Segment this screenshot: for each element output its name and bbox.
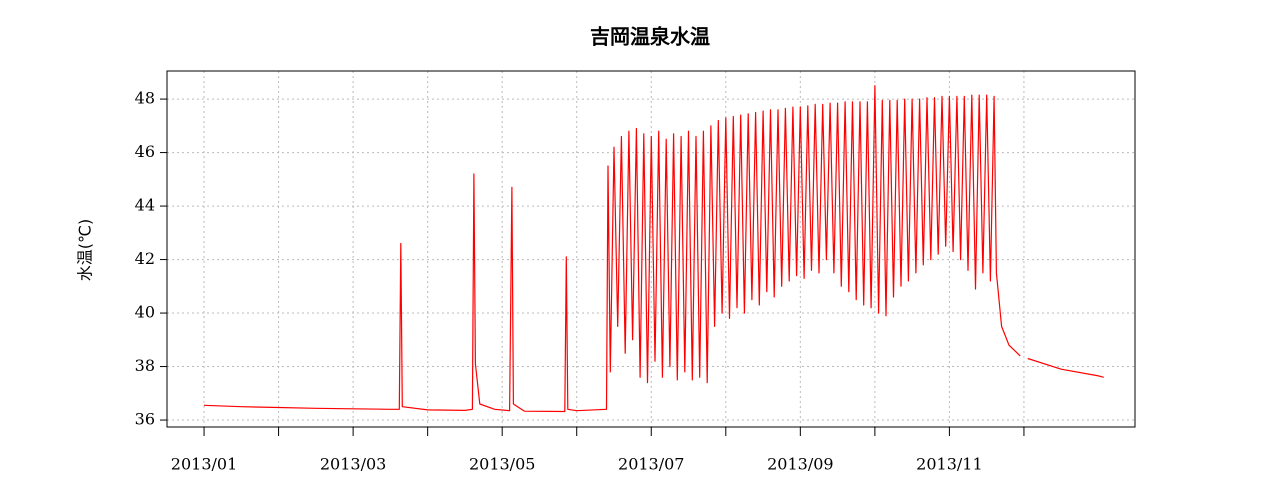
x-tick-label: 2013/07: [618, 455, 684, 474]
plot-frame: [166, 70, 1136, 428]
y-tick-label: 40: [135, 303, 155, 322]
x-tick-label: 2013/11: [916, 455, 982, 474]
y-tick-label: 42: [135, 249, 155, 268]
x-tick-label: 2013/05: [469, 455, 535, 474]
x-tick-label: 2013/09: [767, 455, 833, 474]
x-tick-label: 2013/03: [320, 455, 386, 474]
y-tick-label: 36: [135, 410, 155, 429]
y-tick-label: 38: [135, 356, 155, 375]
y-tick-label: 44: [135, 196, 155, 215]
chart-title: 吉岡温泉水温: [590, 25, 710, 49]
y-axis-label: 水温(℃): [76, 219, 95, 281]
x-tick-label: 2013/01: [171, 455, 237, 474]
y-tick-label: 46: [135, 142, 155, 161]
y-tick-label: 48: [135, 89, 155, 108]
series-line: [203, 85, 1104, 413]
